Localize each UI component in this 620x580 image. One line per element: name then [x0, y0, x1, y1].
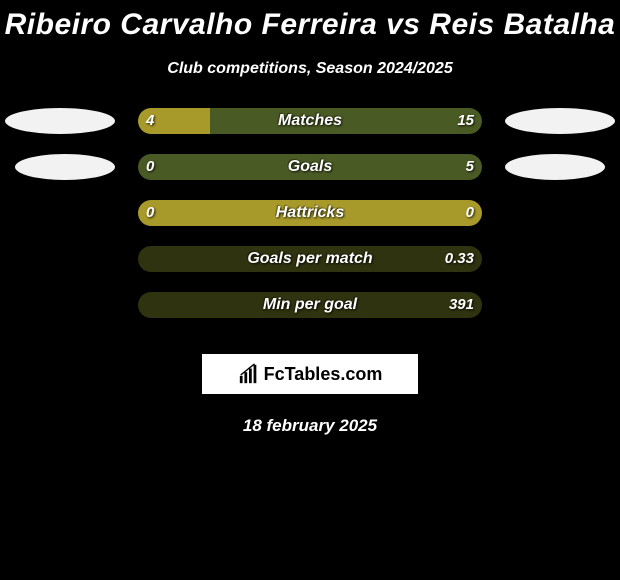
- logo-text: FcTables.com: [264, 364, 383, 385]
- stat-row: Goals05: [0, 154, 620, 200]
- stat-bar-right: [138, 154, 482, 180]
- player-avatar-left: [15, 154, 115, 180]
- stat-value-right: 15: [457, 108, 474, 134]
- stat-row: Matches415: [0, 108, 620, 154]
- stat-row: Hattricks00: [0, 200, 620, 246]
- stat-value-left: 0: [146, 154, 154, 180]
- stat-bar: [138, 108, 482, 134]
- stat-value-right: 0: [466, 200, 474, 226]
- chart-icon: [238, 363, 260, 385]
- stat-bar-right: [210, 108, 482, 134]
- stat-row: Min per goal391: [0, 292, 620, 338]
- date-label: 18 february 2025: [0, 416, 620, 436]
- stat-bar-left: [138, 200, 482, 226]
- subtitle: Club competitions, Season 2024/2025: [0, 60, 620, 78]
- comparison-card: Ribeiro Carvalho Ferreira vs Reis Batalh…: [0, 0, 620, 580]
- stat-value-right: 0.33: [445, 246, 474, 272]
- stat-bar: [138, 246, 482, 272]
- stat-bar: [138, 292, 482, 318]
- player-avatar-right: [505, 154, 605, 180]
- stat-bar-right: [138, 292, 482, 318]
- stat-bar: [138, 200, 482, 226]
- stat-value-left: 4: [146, 108, 154, 134]
- player-avatar-left: [5, 108, 115, 134]
- stat-row: Goals per match0.33: [0, 246, 620, 292]
- stat-bar: [138, 154, 482, 180]
- stats-list: Matches415Goals05Hattricks00Goals per ma…: [0, 108, 620, 338]
- stat-value-right: 391: [449, 292, 474, 318]
- page-title: Ribeiro Carvalho Ferreira vs Reis Batalh…: [0, 0, 620, 42]
- player-avatar-right: [505, 108, 615, 134]
- stat-value-left: 0: [146, 200, 154, 226]
- stat-value-right: 5: [466, 154, 474, 180]
- source-logo: FcTables.com: [202, 354, 418, 394]
- stat-bar-right: [138, 246, 482, 272]
